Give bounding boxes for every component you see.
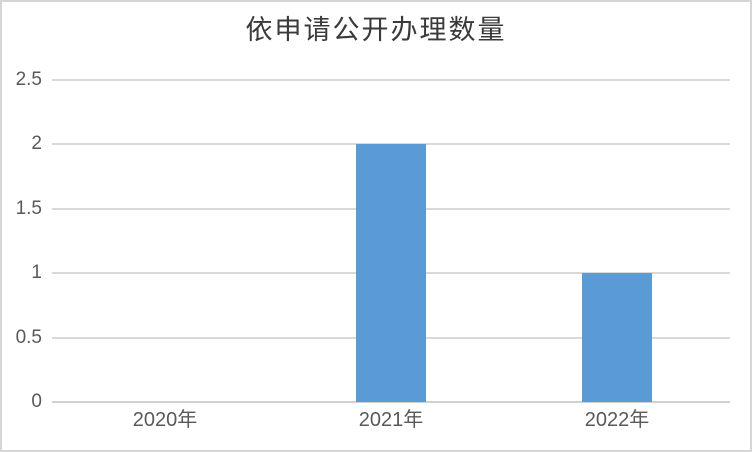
bar (356, 144, 426, 402)
y-tick-label: 2.5 (15, 69, 42, 90)
y-tick-label: 2 (31, 133, 42, 155)
y-tick-label: 1 (31, 262, 42, 284)
x-axis-line (52, 401, 730, 403)
x-tick-label: 2021年 (358, 409, 424, 431)
y-tick-label: 0 (31, 391, 42, 412)
y-tick-label: 0.5 (15, 326, 42, 348)
x-tick-label: 2020年 (132, 409, 198, 431)
gridline (52, 79, 730, 81)
y-tick-label: 1.5 (15, 197, 42, 219)
bar (582, 273, 652, 402)
x-tick-label: 2022年 (584, 409, 650, 431)
chart-title: 依申请公开办理数量 (245, 15, 507, 46)
